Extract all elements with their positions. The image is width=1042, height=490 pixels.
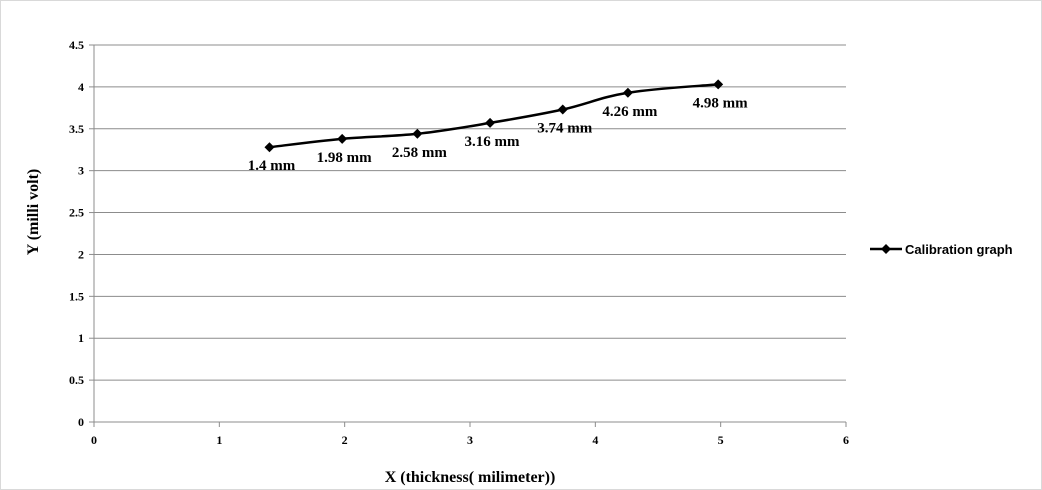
data-point [557, 104, 568, 115]
x-tick-label: 2 [342, 433, 348, 447]
x-tick-label: 6 [843, 433, 849, 447]
y-tick-label: 1 [78, 331, 84, 345]
x-tick-labels: 0 1 2 3 4 5 6 [91, 433, 849, 447]
y-axis-title: Y (milli volt) [25, 169, 42, 256]
gridlines [94, 44, 846, 381]
x-axis-title: X (thickness( milimeter)) [385, 469, 556, 486]
data-label: 1.98 mm [317, 150, 372, 166]
data-labels: 1.4 mm 1.98 mm 2.58 mm 3.16 mm 3.74 mm 4.26 m… [248, 95, 748, 174]
axes [89, 44, 847, 427]
y-tick-label: 3.5 [69, 122, 84, 136]
data-point [264, 142, 275, 153]
y-tick-label: 3 [78, 164, 84, 178]
x-tick-label: 0 [91, 433, 97, 447]
data-point [337, 133, 348, 144]
y-tick-label: 1.5 [69, 289, 84, 303]
x-tick-label: 1 [216, 433, 222, 447]
y-tick-label: 2 [78, 247, 84, 261]
data-label: 1.4 mm [248, 158, 296, 174]
data-label: 4.98 mm [693, 95, 748, 111]
x-tick-label: 3 [467, 433, 473, 447]
series-group [264, 79, 724, 153]
y-tick-label: 4.5 [69, 38, 84, 52]
y-tick-label: 4 [78, 80, 84, 94]
legend-label: Calibration graph [905, 242, 1013, 257]
x-tick-label: 5 [718, 433, 724, 447]
y-tick-label: 0 [78, 415, 84, 429]
data-label: 4.26 mm [602, 104, 657, 120]
y-tick-label: 2.5 [69, 206, 84, 220]
data-point [485, 117, 496, 128]
legend-marker [881, 244, 891, 254]
y-tick-labels: 0 0.5 1 1.5 2 2.5 3 3.5 4 4.5 [69, 38, 84, 429]
data-label: 3.16 mm [465, 134, 520, 150]
data-point [622, 87, 633, 98]
data-label: 2.58 mm [392, 145, 447, 161]
data-point [412, 128, 423, 139]
data-point [713, 79, 724, 90]
y-tick-label: 0.5 [69, 373, 84, 387]
data-label: 3.74 mm [537, 121, 592, 137]
legend: Calibration graph [870, 242, 1013, 257]
x-tick-label: 4 [592, 433, 598, 447]
